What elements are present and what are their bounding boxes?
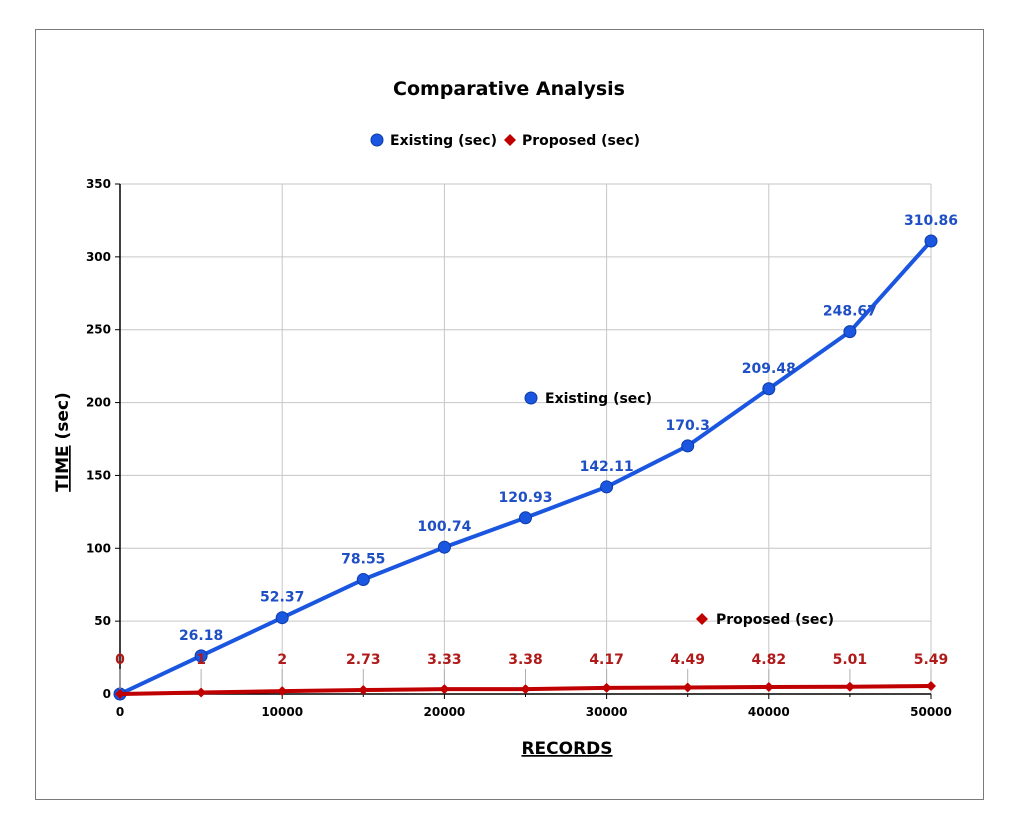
data-label-proposed: 5.01 <box>833 652 868 668</box>
data-label-existing: 209.48 <box>742 361 796 377</box>
data-label-existing: 170.3 <box>666 418 710 434</box>
proposed-point <box>844 681 855 692</box>
data-label-proposed: 4.82 <box>752 652 787 668</box>
grid <box>120 183 932 694</box>
y-axis-title-rest: (sec) <box>53 392 73 445</box>
axes: 0 50 100 150 200 250 300 350 0 10000 20000 30000 400… <box>86 177 952 719</box>
data-labels: 26.1852.3778.55100.74120.93142.11170.320… <box>115 213 958 689</box>
data-label-existing: 52.37 <box>260 590 304 606</box>
proposed-point <box>439 684 450 695</box>
data-label-proposed: 5.49 <box>914 652 949 668</box>
y-axis-title: TIME (sec) <box>53 392 73 492</box>
x-axis-title: RECORDS <box>521 739 612 759</box>
data-label-existing: 142.11 <box>580 459 634 475</box>
line-chart: 0 50 100 150 200 250 300 350 0 10000 20000 30000 400… <box>53 78 958 759</box>
data-label-proposed: 0 <box>115 652 125 668</box>
legend: Existing (sec) Proposed (sec) <box>370 133 640 149</box>
proposed-point <box>763 681 774 692</box>
x-tick-label: 50000 <box>910 705 952 719</box>
data-label-proposed: 1 <box>196 652 206 668</box>
y-tick-label: 200 <box>86 396 111 410</box>
legend-existing-label: Existing (sec) <box>390 133 497 149</box>
proposed-point <box>115 689 125 699</box>
callout-existing-marker <box>524 391 538 405</box>
proposed-point <box>520 684 531 695</box>
existing-point <box>924 234 938 248</box>
data-label-existing: 78.55 <box>341 552 385 568</box>
data-label-proposed: 2 <box>277 652 287 668</box>
proposed-point <box>682 682 693 693</box>
proposed-point <box>926 681 936 692</box>
proposed-point <box>358 685 369 696</box>
data-label-proposed: 2.73 <box>346 652 381 668</box>
data-label-proposed: 4.17 <box>589 652 624 668</box>
existing-point <box>194 649 208 663</box>
data-label-existing: 248.67 <box>823 304 877 320</box>
callout-existing-label: Existing (sec) <box>545 391 652 407</box>
existing-point <box>843 325 857 339</box>
data-label-existing: 100.74 <box>417 519 471 535</box>
callout-proposed-label: Proposed (sec) <box>716 612 834 628</box>
data-label-existing: 120.93 <box>498 490 552 506</box>
y-axis-title-underlined: TIME <box>53 445 73 491</box>
data-label-proposed: 4.49 <box>670 652 705 668</box>
proposed-point <box>277 686 288 697</box>
y-tick-label: 300 <box>86 250 111 264</box>
callout-proposed: Proposed (sec) <box>696 612 834 628</box>
legend-proposed-label: Proposed (sec) <box>522 133 640 149</box>
x-tick-label: 40000 <box>748 705 790 719</box>
existing-point <box>519 511 532 525</box>
existing-point <box>356 573 370 587</box>
x-tick-label: 20000 <box>424 705 466 719</box>
existing-point <box>762 382 776 396</box>
data-label-existing: 310.86 <box>904 213 958 229</box>
y-tick-label: 250 <box>86 323 111 337</box>
chart-title: Comparative Analysis <box>393 78 625 100</box>
y-tick-label: 150 <box>86 468 111 482</box>
data-label-proposed: 3.38 <box>508 652 543 668</box>
callout-existing: Existing (sec) <box>524 391 652 407</box>
existing-point <box>600 480 614 494</box>
proposed-point <box>196 687 207 698</box>
data-label-existing: 26.18 <box>179 628 223 644</box>
legend-proposed-marker <box>504 134 516 146</box>
y-tick-label: 0 <box>103 687 111 701</box>
x-tick-label: 30000 <box>586 705 628 719</box>
y-tick-label: 100 <box>86 541 111 555</box>
data-label-proposed: 3.33 <box>427 652 462 668</box>
y-tick-label: 50 <box>94 614 111 628</box>
chart-frame: 0 50 100 150 200 250 300 350 0 10000 20000 30000 400… <box>35 29 984 800</box>
x-tick-label: 10000 <box>261 705 303 719</box>
existing-point <box>275 611 289 625</box>
callout-proposed-marker <box>696 613 708 625</box>
existing-point <box>681 439 695 453</box>
y-tick-label: 350 <box>86 177 111 191</box>
existing-point <box>437 540 451 554</box>
x-tick-label: 0 <box>116 705 124 719</box>
legend-existing-marker <box>370 133 384 147</box>
series <box>113 234 938 701</box>
proposed-point <box>601 682 612 693</box>
